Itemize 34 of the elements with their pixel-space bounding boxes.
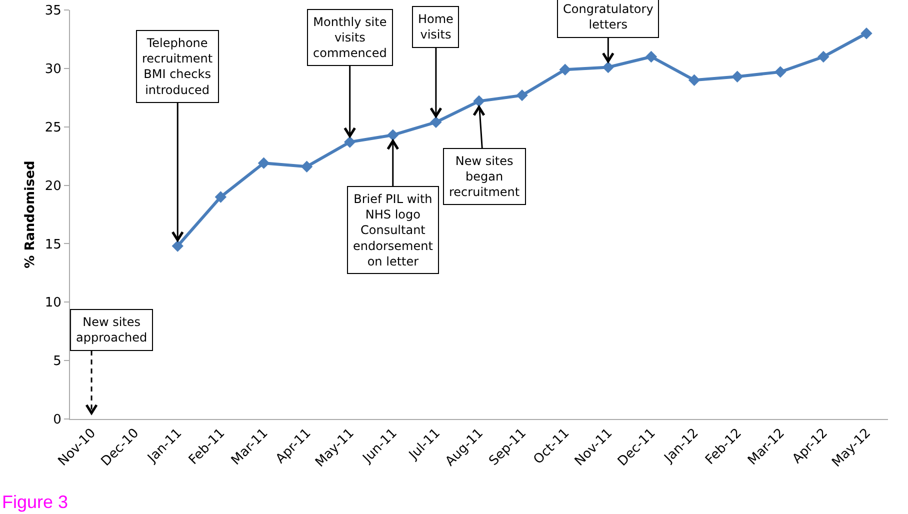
point <box>602 61 614 74</box>
point <box>731 70 744 82</box>
annotation: Telephone recruitment BMI checks introduced <box>142 36 213 97</box>
point <box>774 66 786 78</box>
y-tick-label: 0 <box>53 412 62 428</box>
point <box>516 89 528 102</box>
annotation: Congratulatory letters <box>563 2 654 32</box>
y-tick-label: 35 <box>44 4 62 19</box>
annotation: Monthly site visits commenced <box>313 15 387 60</box>
annotation: New sites approached <box>76 315 148 345</box>
point <box>645 50 658 63</box>
point <box>688 74 700 86</box>
y-axis-title: % Randomised <box>23 160 38 268</box>
annotation: New sites began recruitment <box>449 154 520 200</box>
y-tick-label: 30 <box>44 62 62 77</box>
point <box>258 157 270 169</box>
point <box>214 191 227 203</box>
annotation: Home visits <box>418 12 454 42</box>
y-tick-label: 15 <box>44 237 62 252</box>
point <box>860 28 872 40</box>
point <box>818 50 830 63</box>
caption: Figure 3 <box>2 492 68 512</box>
y-tick-label: 25 <box>44 120 62 136</box>
point <box>430 116 442 128</box>
point <box>559 64 571 76</box>
point <box>172 240 184 252</box>
point <box>473 95 485 107</box>
point <box>387 129 399 141</box>
annotation: Brief PIL with NHS logo Consultant endorsement on letter <box>353 192 434 268</box>
point <box>300 160 313 172</box>
y-tick-label: 20 <box>44 178 62 194</box>
y-tick-label: 5 <box>53 354 62 370</box>
y-tick-label: 10 <box>44 296 62 311</box>
point <box>344 136 356 148</box>
